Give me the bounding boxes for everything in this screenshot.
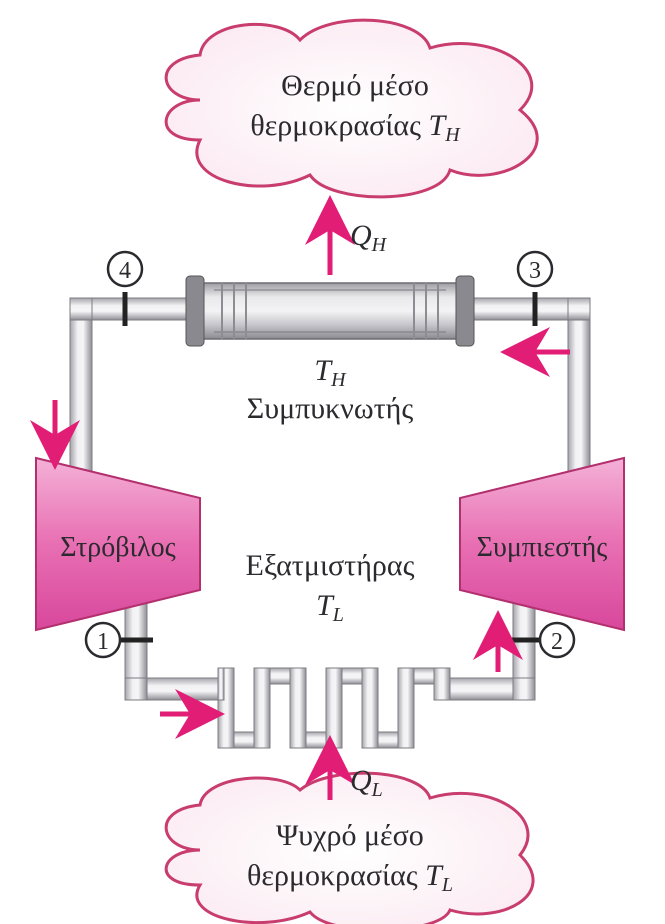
state-1: 1 — [86, 623, 120, 657]
cold-cloud-line2: θερμοκρασίας TL — [247, 859, 453, 896]
svg-text:4: 4 — [119, 258, 131, 284]
TL-label: TL — [316, 589, 344, 626]
hot-cloud-line2: θερμοκρασίας TH — [250, 109, 461, 146]
condenser-label: Συμπυκνωτής — [247, 392, 414, 425]
evaporator-coil — [218, 668, 450, 748]
turbine: Στρόβιλος — [36, 458, 200, 630]
evaporator-label: Εξατμιστήρας — [246, 549, 415, 582]
state-3: 3 — [518, 252, 552, 286]
hot-cloud-line1: Θερμό μέσο — [281, 69, 429, 102]
hot-reservoir-cloud: Θερμό μέσο θερμοκρασίας TH — [166, 20, 537, 197]
compressor: Συμπιεστής — [460, 458, 624, 630]
compressor-label: Συμπιεστής — [477, 532, 608, 563]
svg-text:1: 1 — [97, 629, 109, 655]
cold-cloud-line1: Ψυχρό μέσο — [276, 819, 424, 852]
turbine-label: Στρόβιλος — [60, 532, 175, 563]
svg-text:2: 2 — [551, 629, 563, 655]
TH-label: TH — [314, 354, 347, 391]
svg-text:3: 3 — [529, 258, 541, 284]
QH-label: QH — [350, 219, 388, 256]
QL-label: QL — [350, 764, 383, 801]
state-2: 2 — [540, 623, 574, 657]
state-4: 4 — [108, 252, 142, 286]
refrigeration-cycle-diagram: Στρόβιλος Συμπιεστής Θερμό μέσο θερμοκρα… — [0, 0, 665, 924]
condenser — [186, 276, 474, 346]
